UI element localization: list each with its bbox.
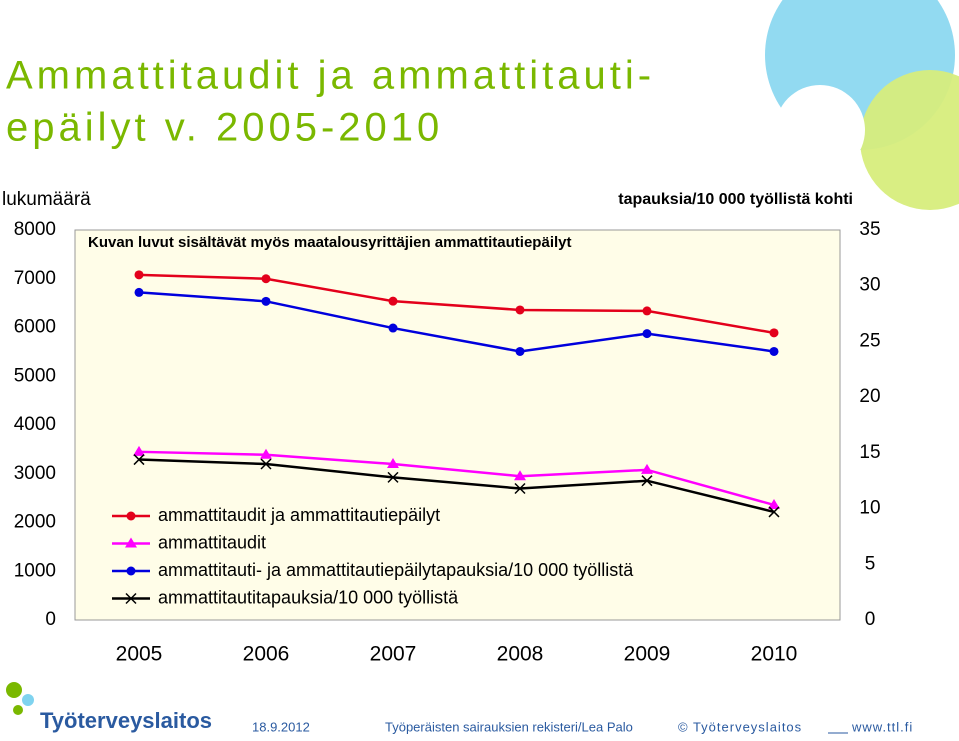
y-tick-label: 8000 <box>14 219 56 240</box>
y-tick-label: 5000 <box>14 365 56 386</box>
series-line <box>138 273 775 335</box>
y-tick-label: 7000 <box>14 268 56 289</box>
point <box>133 454 145 466</box>
title-line: epäilyt v. 2005-2010 <box>6 106 443 150</box>
point <box>388 296 398 306</box>
point <box>126 511 136 521</box>
y-tick-label: 3000 <box>14 463 56 484</box>
y-axis-label: lukumäärä <box>2 189 91 210</box>
point <box>515 346 525 356</box>
point <box>514 482 526 495</box>
point <box>768 506 780 518</box>
series-line <box>138 450 775 507</box>
footer-copyright: © Työterveyslaitos <box>678 719 802 734</box>
series-line <box>138 458 775 514</box>
annotation: Kuvan luvut sisältävät myös maatalousyri… <box>88 234 572 251</box>
x-tick-label: 2008 <box>497 643 544 666</box>
y-tick-label: 4000 <box>14 414 56 435</box>
point <box>642 329 652 339</box>
point <box>641 475 653 487</box>
y2-axis-label: tapauksia/10 000 työllistä kohti <box>618 191 853 208</box>
x-tick-label: 2009 <box>624 643 671 666</box>
x-tick-label: 2010 <box>751 643 798 666</box>
logo-text: Työterveyslaitos <box>40 708 212 733</box>
y2-tick-label: 20 <box>859 386 880 407</box>
point <box>133 445 145 456</box>
y-tick-label: 6000 <box>14 317 56 338</box>
point <box>387 471 399 483</box>
legend-label: ammattitautitapauksia/10 000 työllistä <box>158 587 459 607</box>
point <box>260 458 272 470</box>
plot-area <box>74 229 841 621</box>
point <box>769 328 779 338</box>
point <box>768 498 780 509</box>
legend-label: ammattitaudit <box>158 532 266 552</box>
y-tick-label: 1000 <box>14 560 56 581</box>
x-tick-label: 2005 <box>116 643 163 666</box>
series-line <box>138 291 775 353</box>
point <box>514 470 526 481</box>
title-line: Ammattitaudit ja ammattitauti- <box>6 54 655 98</box>
decor-circles <box>765 0 959 210</box>
y-tick-label: 0 <box>45 609 56 630</box>
x-tick-label: 2006 <box>243 643 290 666</box>
footer-source: Työperäisten sairauksien rekisteri/Lea P… <box>385 719 633 734</box>
y2-tick-label: 10 <box>859 498 880 519</box>
point <box>769 346 779 356</box>
point <box>642 306 652 316</box>
point <box>134 270 144 280</box>
point <box>261 296 271 306</box>
y-tick-label: 2000 <box>14 512 56 533</box>
y2-tick-label: 35 <box>859 219 880 240</box>
y2-tick-label: 0 <box>865 609 876 630</box>
point <box>387 458 399 468</box>
point <box>515 305 525 315</box>
point <box>125 537 137 548</box>
point <box>134 287 144 297</box>
footer-date: 18.9.2012 <box>252 719 310 734</box>
legend-label: ammattitaudit ja ammattitautiepäilyt <box>158 505 440 525</box>
point <box>260 448 272 459</box>
chart: 0 1000 2000 3000 4000 5000 6000 7000 8000 0 5 10 15 2… <box>14 219 881 666</box>
footer: Työterveyslaitos 18.9.2012 Työperäisten … <box>6 682 913 734</box>
point <box>125 592 137 605</box>
y2-tick-label: 15 <box>859 442 880 463</box>
point <box>126 566 136 576</box>
point <box>261 274 271 284</box>
y2-tick-label: 25 <box>859 330 880 351</box>
legend-label: ammattitauti- ja ammattitautiepäilytapau… <box>158 560 634 580</box>
footer-url: www.ttl.fi <box>851 719 913 734</box>
point <box>388 323 398 333</box>
point <box>641 463 653 474</box>
y2-tick-label: 30 <box>859 275 880 296</box>
y2-tick-label: 5 <box>865 553 876 574</box>
x-tick-label: 2007 <box>370 643 417 666</box>
